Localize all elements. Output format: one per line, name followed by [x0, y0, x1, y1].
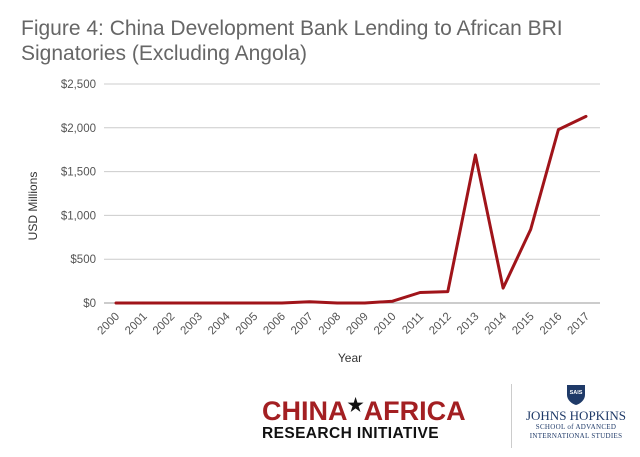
data-point — [225, 301, 228, 305]
jhu-name: JOHNS HOPKINS — [525, 408, 627, 423]
y-tick-label: $1,000 — [61, 210, 96, 222]
cari-logo-subtitle: RESEARCH INITIATIVE — [262, 425, 439, 442]
x-tick-label: 2004 — [206, 310, 233, 337]
data-point — [363, 301, 367, 305]
x-tick-label: 2007 — [289, 311, 316, 338]
x-tick-label: 2005 — [234, 311, 261, 338]
data-point — [501, 286, 505, 290]
x-tick-label: 2014 — [483, 310, 510, 337]
x-axis-label: Year — [338, 351, 362, 365]
star-icon: ★ — [347, 395, 364, 415]
data-point — [474, 153, 477, 157]
jhu-school-line-1: SCHOOL of ADVANCED — [535, 423, 617, 431]
data-point — [529, 228, 532, 231]
y-tick-label: $2,000 — [61, 123, 96, 135]
series-line-0 — [114, 114, 588, 305]
china-africa-research-initiative-logo: CHINA★AFRICA RESEARCH INITIATIVE — [262, 392, 498, 443]
data-point — [197, 301, 201, 305]
data-point — [418, 291, 422, 294]
logo-divider — [511, 384, 512, 448]
data-point — [308, 300, 311, 303]
line-chart: $0$500$1,000$1,500$2,000$2,500 2000 2001 2… — [26, 79, 600, 365]
data-point — [280, 301, 284, 305]
x-tick-label: 2011 — [400, 311, 426, 337]
cari-logo-africa: AFRICA — [363, 396, 466, 426]
data-point — [584, 115, 588, 118]
y-tick-label: $500 — [70, 254, 96, 266]
y-tick-label: $0 — [83, 298, 96, 310]
x-tick-label: 2003 — [178, 311, 205, 338]
y-tick-label: $2,500 — [61, 79, 96, 91]
cari-logo-china: CHINA — [262, 396, 348, 426]
x-tick-label: 2000 — [96, 311, 123, 338]
grid-lines — [104, 83, 600, 304]
x-tick-label: 2016 — [538, 311, 565, 338]
x-tick-label: 2012 — [427, 311, 454, 338]
shield-text: SAIS — [570, 390, 583, 396]
data-point — [335, 301, 339, 305]
data-point — [170, 301, 173, 305]
x-tick-label: 2006 — [261, 311, 288, 338]
data-point — [114, 301, 118, 305]
x-tick-label: 2010 — [372, 311, 399, 338]
jhu-school-name: SCHOOL of ADVANCED INTERNATIONAL STUDIES — [520, 423, 632, 441]
shield-icon: SAIS — [567, 385, 585, 405]
x-tick-label: 2002 — [151, 311, 178, 338]
x-tick-label: 2017 — [566, 311, 593, 338]
data-point — [446, 290, 449, 293]
data-point — [557, 128, 560, 131]
data-point — [142, 301, 145, 305]
x-tick-label: 2015 — [510, 311, 537, 338]
data-point — [391, 300, 394, 303]
y-tick-label: $1,500 — [61, 167, 96, 179]
jhu-school-line-2: INTERNATIONAL STUDIES — [529, 432, 623, 440]
x-tick-label: 2001 — [123, 311, 150, 338]
x-tick-labels: 2000 2001 2002 2003 2004 2005 2006 2007 2008 2009… — [96, 310, 593, 337]
x-tick-label: 2013 — [455, 311, 482, 338]
y-tick-labels: $0 $500 $1,000 $1,500 $2,000 $2,500 — [61, 79, 96, 310]
data-point — [253, 301, 256, 305]
chart-title: Figure 4: China Development Bank Lending… — [21, 17, 563, 65]
series-lines — [114, 114, 588, 305]
x-tick-label: 2008 — [317, 311, 344, 338]
cari-logo-title: CHINA★AFRICA — [262, 392, 498, 425]
footer-logos: CHINA★AFRICA RESEARCH INITIATIVE SAIS JO… — [0, 380, 640, 457]
y-axis-label: USD Millions — [26, 172, 40, 241]
x-tick-label: 2009 — [344, 311, 371, 338]
johns-hopkins-sais-logo: SAIS JOHNS HOPKINS SCHOOL of ADVANCED IN… — [520, 384, 632, 441]
